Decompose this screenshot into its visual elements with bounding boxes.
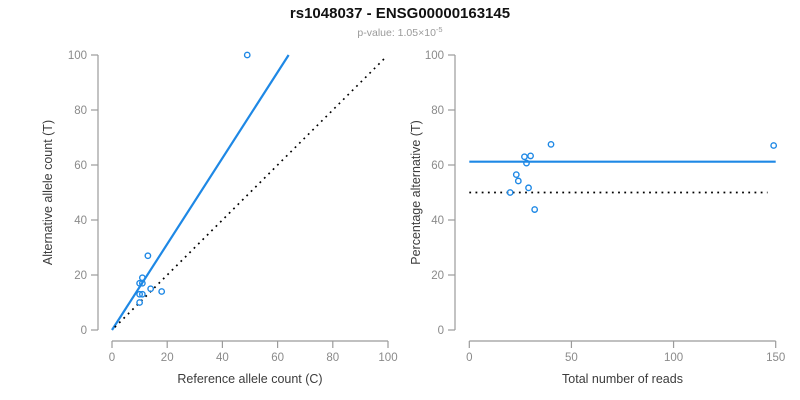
identity-line — [114, 57, 386, 328]
data-point — [514, 177, 522, 185]
data-point — [138, 279, 146, 287]
y-tick-label: 20 — [431, 270, 444, 282]
y-axis-title: Percentage alternative (T) — [409, 120, 423, 265]
y-axis-title: Alternative allele count (T) — [41, 120, 55, 265]
pvalue-text: p-value: 1.05×10 — [357, 27, 436, 39]
fit-line — [111, 54, 290, 331]
x-tick-label: 100 — [378, 352, 397, 364]
y-tick-label: 80 — [74, 105, 87, 117]
y-tick-label: 40 — [431, 215, 444, 227]
data-point — [547, 140, 555, 148]
data-point — [136, 290, 144, 298]
data-point — [527, 152, 534, 160]
x-tick-label: 150 — [766, 352, 785, 364]
left-scatter-plot: 0 20 40 60 80 100 0 20 40 60 80 100 Reference allele… — [41, 50, 398, 386]
pvalue-exponent: -5 — [435, 25, 443, 34]
x-tick-label: 0 — [466, 352, 472, 364]
data-point — [138, 290, 146, 298]
data-point — [506, 189, 514, 196]
data-point — [136, 299, 144, 306]
x-axis-title: Reference allele count (C) — [177, 372, 322, 386]
plot-subtitle: p-value: 1.05×10-5 — [0, 24, 800, 39]
data-point — [158, 288, 166, 295]
data-point — [138, 274, 146, 282]
y-tick-label: 80 — [431, 105, 444, 117]
data-point — [243, 51, 251, 59]
x-tick-label: 0 — [109, 352, 115, 364]
y-tick-label: 100 — [68, 50, 87, 62]
data-point — [512, 171, 520, 179]
x-axis-title: Total number of reads — [562, 372, 683, 386]
data-point — [523, 159, 530, 167]
data-point — [525, 184, 532, 192]
data-point — [531, 206, 539, 213]
plot-title: rs1048037 - ENSG00000163145 — [289, 5, 511, 22]
y-tick-label: 60 — [431, 160, 444, 172]
x-tick-label: 60 — [271, 352, 284, 364]
y-tick-label: 100 — [425, 50, 444, 62]
y-tick-label: 20 — [74, 270, 87, 282]
x-tick-label: 50 — [565, 352, 578, 364]
data-point — [521, 153, 528, 161]
data-point — [147, 285, 155, 293]
data-point — [770, 142, 778, 149]
data-point — [144, 252, 152, 260]
x-tick-label: 40 — [216, 352, 229, 364]
y-tick-label: 0 — [81, 325, 87, 337]
x-tick-label: 20 — [161, 352, 174, 364]
data-point — [136, 279, 144, 287]
y-tick-label: 0 — [438, 325, 444, 337]
x-tick-label: 80 — [326, 352, 339, 364]
y-tick-label: 40 — [74, 215, 87, 227]
x-tick-label: 100 — [664, 352, 683, 364]
right-scatter-plot: 0 20 40 60 80 100 0 50 100 150 Total number of rea… — [409, 50, 785, 386]
figure-header: rs1048037 - ENSG00000163145 p-value: 1.0… — [0, 5, 800, 39]
y-tick-label: 60 — [74, 160, 87, 172]
